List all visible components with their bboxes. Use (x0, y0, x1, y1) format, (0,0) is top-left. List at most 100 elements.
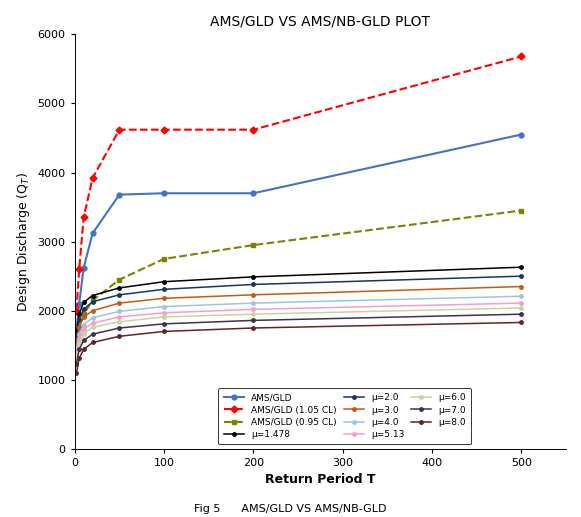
μ=6.0 (160, 314, 167, 320)
Line: AMS/GLD (1.05 CL): AMS/GLD (1.05 CL) (74, 54, 523, 313)
μ=7.0 (116, 325, 123, 331)
μ=4.0 (250, 300, 257, 306)
μ=6.0 (80, 331, 87, 337)
μ=7.0 (76, 346, 83, 353)
μ=6.0 (518, 305, 525, 311)
μ=8.0 (116, 333, 123, 339)
μ=1.478 (76, 311, 83, 317)
AMS/GLD (0.95 CL) (89, 297, 96, 303)
μ=3.0 (73, 340, 80, 346)
Line: μ=3.0: μ=3.0 (75, 285, 523, 345)
μ=8.0 (518, 320, 525, 326)
μ=5.13 (89, 320, 96, 326)
AMS/GLD (89, 230, 96, 236)
Line: μ=7.0: μ=7.0 (75, 312, 523, 366)
μ=1.478 (160, 279, 167, 285)
AMS/GLD (160, 190, 167, 196)
μ=5.13 (73, 351, 80, 357)
Line: AMS/GLD (0.95 CL): AMS/GLD (0.95 CL) (74, 208, 523, 344)
AMS/GLD (0.95 CL) (73, 339, 80, 345)
μ=1.478 (250, 274, 257, 280)
μ=2.0 (160, 286, 167, 293)
μ=7.0 (250, 317, 257, 324)
AMS/GLD (1.05 CL) (73, 308, 80, 314)
μ=8.0 (160, 328, 167, 334)
μ=3.0 (76, 324, 83, 330)
μ=6.0 (73, 355, 80, 361)
μ=6.0 (76, 340, 83, 346)
μ=1.478 (89, 293, 96, 299)
μ=5.13 (76, 336, 83, 342)
Text: Fig 5      AMS/GLD VS AMS/NB-GLD: Fig 5 AMS/GLD VS AMS/NB-GLD (194, 505, 387, 514)
μ=8.0 (89, 339, 96, 345)
μ=4.0 (89, 314, 96, 321)
μ=3.0 (518, 283, 525, 290)
μ=1.478 (73, 330, 80, 336)
μ=6.0 (89, 324, 96, 330)
AMS/GLD (1.05 CL) (89, 175, 96, 181)
μ=4.0 (518, 293, 525, 299)
AMS/GLD (73, 327, 80, 333)
μ=3.0 (116, 300, 123, 306)
μ=2.0 (76, 316, 83, 323)
X-axis label: Return Period T: Return Period T (265, 474, 375, 486)
μ=8.0 (76, 355, 83, 361)
AMS/GLD (1.05 CL) (116, 127, 123, 133)
Line: AMS/GLD: AMS/GLD (74, 132, 523, 332)
μ=6.0 (250, 311, 257, 317)
Line: μ=5.13: μ=5.13 (75, 301, 523, 355)
Line: μ=6.0: μ=6.0 (75, 306, 523, 359)
μ=2.0 (89, 299, 96, 305)
AMS/GLD (0.95 CL) (518, 207, 525, 214)
μ=8.0 (250, 325, 257, 331)
μ=8.0 (80, 346, 87, 353)
AMS/GLD (0.95 CL) (80, 311, 87, 317)
μ=1.478 (116, 285, 123, 291)
Line: μ=8.0: μ=8.0 (75, 321, 523, 375)
μ=2.0 (73, 334, 80, 340)
μ=1.478 (80, 299, 87, 306)
Line: μ=2.0: μ=2.0 (75, 275, 523, 339)
μ=3.0 (80, 314, 87, 320)
μ=4.0 (80, 322, 87, 328)
μ=7.0 (89, 331, 96, 337)
Legend: AMS/GLD, AMS/GLD (1.05 CL), AMS/GLD (0.95 CL), μ=1.478, μ=2.0, μ=3.0, μ=4.0, μ=5: AMS/GLD, AMS/GLD (1.05 CL), AMS/GLD (0.9… (218, 388, 472, 445)
μ=1.478 (518, 264, 525, 270)
μ=5.13 (518, 300, 525, 306)
μ=5.13 (80, 326, 87, 332)
AMS/GLD (1.05 CL) (518, 53, 525, 59)
μ=5.13 (250, 306, 257, 312)
μ=2.0 (80, 306, 87, 312)
μ=6.0 (116, 318, 123, 325)
μ=2.0 (116, 292, 123, 298)
μ=3.0 (89, 308, 96, 314)
Title: AMS/GLD VS AMS/NB-GLD PLOT: AMS/GLD VS AMS/NB-GLD PLOT (210, 15, 431, 29)
AMS/GLD (0.95 CL) (116, 277, 123, 283)
μ=5.13 (116, 314, 123, 320)
AMS/GLD (518, 131, 525, 138)
μ=8.0 (73, 370, 80, 376)
AMS/GLD (1.05 CL) (76, 266, 83, 272)
Line: μ=1.478: μ=1.478 (75, 265, 523, 334)
AMS/GLD (0.95 CL) (250, 242, 257, 248)
μ=3.0 (160, 295, 167, 301)
AMS/GLD (116, 191, 123, 197)
μ=5.13 (160, 310, 167, 316)
AMS/GLD (0.95 CL) (160, 256, 167, 262)
μ=2.0 (518, 273, 525, 279)
μ=4.0 (116, 308, 123, 314)
AMS/GLD (1.05 CL) (160, 127, 167, 133)
AMS/GLD (1.05 CL) (80, 215, 87, 221)
AMS/GLD (1.05 CL) (250, 127, 257, 133)
μ=4.0 (160, 303, 167, 310)
AMS/GLD (0.95 CL) (76, 325, 83, 331)
AMS/GLD (250, 190, 257, 196)
μ=4.0 (76, 331, 83, 337)
Line: μ=4.0: μ=4.0 (75, 295, 523, 351)
μ=7.0 (73, 361, 80, 367)
μ=3.0 (250, 292, 257, 298)
μ=7.0 (518, 311, 525, 317)
AMS/GLD (80, 265, 87, 271)
μ=2.0 (250, 281, 257, 287)
μ=7.0 (160, 321, 167, 327)
